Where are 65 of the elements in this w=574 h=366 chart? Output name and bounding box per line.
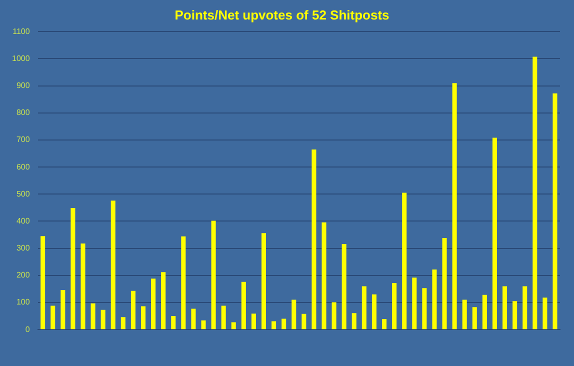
bar: [392, 283, 397, 330]
bar: [462, 300, 467, 330]
bar: [472, 307, 477, 330]
bar: [552, 93, 558, 330]
bar: [211, 220, 216, 330]
bar: [302, 314, 306, 330]
y-tick-label: 1000: [12, 54, 30, 63]
bar: [492, 138, 497, 330]
bar: [261, 233, 266, 330]
bar: [50, 306, 56, 330]
y-tick-label: 400: [16, 216, 30, 226]
bar: [231, 322, 236, 330]
bar: [512, 301, 518, 330]
y-tick-label: 600: [16, 162, 30, 172]
bar: [140, 306, 146, 330]
bar: [40, 236, 46, 330]
bar: [130, 290, 136, 330]
bar: [432, 269, 437, 330]
y-tick-label: 900: [16, 80, 30, 90]
bar: [90, 303, 96, 330]
bar: [502, 286, 508, 330]
y-tick-label: 1100: [12, 26, 30, 36]
y-tick-label: 100: [16, 298, 30, 307]
y-tick-label: 0: [25, 324, 30, 334]
bar: [120, 317, 126, 330]
bar: [542, 298, 548, 330]
bar: [70, 208, 76, 330]
bar: [362, 286, 366, 330]
bar: [532, 56, 538, 330]
bar: [482, 294, 487, 330]
bar: [151, 278, 156, 330]
bar: [352, 313, 356, 330]
bar: [181, 236, 186, 330]
y-tick-label: 300: [16, 244, 30, 253]
bar: [282, 318, 286, 330]
bar: [60, 290, 66, 330]
bar: [402, 192, 407, 330]
bar: [201, 320, 206, 330]
bar: [342, 244, 346, 330]
bar: [251, 314, 256, 330]
y-tick-label: 200: [16, 270, 30, 280]
chart-title: Points/Net upvotes of 52 Shitposts: [174, 7, 390, 22]
bar: [161, 272, 166, 330]
bar: [171, 316, 176, 330]
bar: [292, 300, 296, 330]
bar: [80, 243, 86, 330]
bar: [442, 238, 447, 330]
bar: [191, 308, 196, 330]
bar: [241, 282, 246, 330]
bar: [110, 200, 116, 330]
bar: [100, 310, 106, 330]
bar: [382, 319, 387, 330]
bar: [422, 288, 427, 330]
bar: [322, 222, 326, 330]
y-tick-label: 800: [16, 108, 30, 118]
y-tick-label: 700: [16, 135, 30, 144]
bar: [412, 278, 417, 330]
bar: [221, 306, 226, 330]
bar: [452, 83, 457, 330]
bar: [522, 286, 528, 330]
bar: [372, 294, 376, 330]
bar: [312, 149, 316, 330]
y-tick-label: 500: [16, 189, 30, 198]
bar: [272, 321, 276, 330]
bar: [332, 302, 336, 330]
